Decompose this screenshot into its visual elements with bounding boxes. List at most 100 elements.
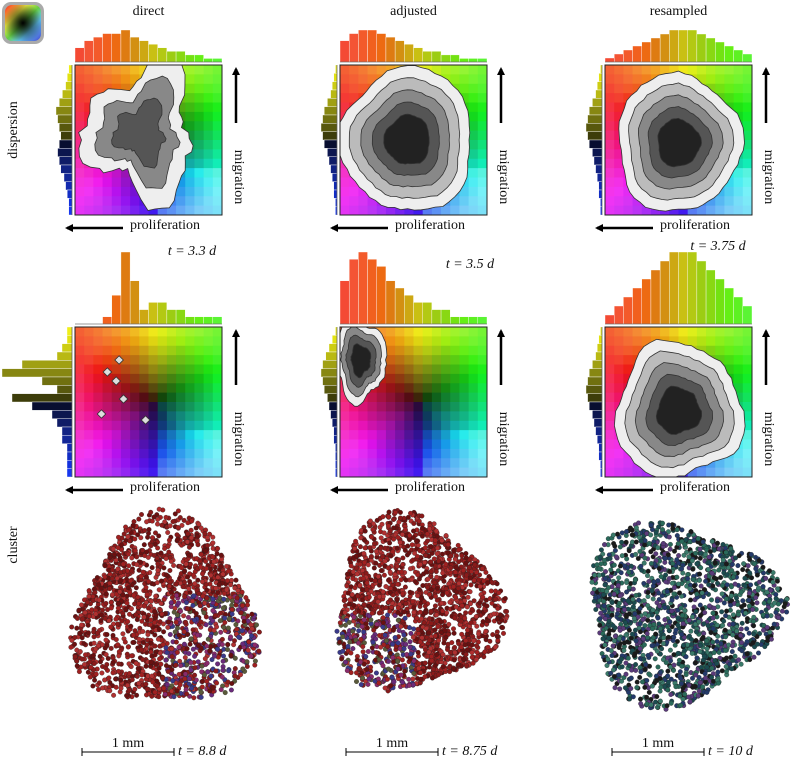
- key-cell: [478, 93, 488, 103]
- key-cell: [605, 121, 615, 131]
- cell: [196, 542, 201, 547]
- key-cell: [395, 355, 405, 365]
- key-cell: [340, 206, 350, 216]
- cell: [215, 647, 220, 652]
- cell: [130, 677, 135, 682]
- cell: [429, 621, 434, 626]
- cell: [439, 601, 444, 606]
- key-cell: [130, 421, 140, 431]
- cell: [197, 522, 202, 527]
- key-cell: [84, 84, 94, 94]
- histogram-bar: [332, 335, 337, 343]
- key-cell: [103, 430, 113, 440]
- key-cell: [213, 178, 223, 188]
- key-cell: [368, 402, 378, 412]
- key-cell: [103, 458, 113, 468]
- key-cell: [340, 421, 350, 431]
- key-cell: [204, 84, 214, 94]
- cell: [98, 654, 103, 659]
- key-cell: [213, 421, 223, 431]
- key-cell: [75, 383, 85, 393]
- key-cell: [112, 327, 122, 337]
- cell: [386, 578, 391, 583]
- cell: [364, 571, 369, 576]
- cell: [463, 611, 468, 616]
- key-cell: [139, 355, 149, 365]
- key-cell: [469, 440, 479, 450]
- cell: [456, 586, 461, 591]
- key-cell: [93, 440, 103, 450]
- key-cell: [185, 458, 195, 468]
- cell: [109, 625, 114, 630]
- key-cell: [450, 327, 460, 337]
- key-cell: [112, 196, 122, 206]
- key-cell: [204, 103, 214, 113]
- column-title: direct: [133, 4, 165, 19]
- key-cell: [149, 402, 159, 412]
- key-cell: [450, 206, 460, 216]
- cell: [188, 642, 193, 647]
- cell: [351, 576, 356, 581]
- cell: [386, 659, 391, 664]
- key-cell: [469, 65, 479, 75]
- cell: [170, 654, 175, 659]
- histogram-bar: [324, 140, 337, 148]
- key-cell: [130, 430, 140, 440]
- key-cell: [93, 458, 103, 468]
- histogram-bar: [103, 34, 112, 62]
- cell: [373, 578, 378, 583]
- key-cell: [469, 140, 479, 150]
- cell: [190, 599, 195, 604]
- key-cell: [204, 178, 214, 188]
- key-cell: [194, 103, 204, 113]
- histogram-bar: [67, 460, 72, 468]
- cell: [187, 676, 192, 681]
- key-cell: [450, 393, 460, 403]
- histogram-bar: [12, 394, 72, 402]
- cell: [444, 562, 449, 567]
- key-cell: [213, 327, 223, 337]
- cell: [404, 578, 409, 583]
- key-cell: [75, 458, 85, 468]
- key-cell: [386, 355, 396, 365]
- cell: [363, 546, 368, 551]
- key-cell: [377, 411, 387, 421]
- key-cell: [75, 393, 85, 403]
- cell: [212, 654, 217, 659]
- key-cell: [121, 440, 131, 450]
- cell: [377, 658, 382, 663]
- cell: [169, 600, 174, 605]
- key-cell: [340, 449, 350, 459]
- key-cell: [432, 449, 442, 459]
- key-cell: [139, 430, 149, 440]
- column-title: adjusted: [390, 4, 437, 19]
- cell: [391, 517, 396, 522]
- histogram-bar: [414, 48, 423, 62]
- key-cell: [478, 112, 488, 122]
- scale-label: 1 mm: [112, 736, 144, 751]
- histogram-bar: [204, 58, 213, 62]
- time-label: t = 3.3 d: [168, 244, 217, 259]
- key-cell: [194, 402, 204, 412]
- cell: [178, 663, 183, 668]
- cell: [435, 551, 440, 556]
- cell: [121, 632, 126, 637]
- key-cell: [404, 374, 414, 384]
- cell: [226, 668, 231, 673]
- histogram-bar: [61, 132, 72, 140]
- cell: [426, 577, 431, 582]
- cell: [144, 575, 149, 580]
- cell: [434, 619, 439, 624]
- cell: [452, 616, 457, 621]
- key-cell: [194, 65, 204, 75]
- key-cell: [432, 374, 442, 384]
- histogram-bar: [423, 51, 432, 62]
- cell: [374, 561, 379, 566]
- cell: [119, 686, 124, 691]
- cell: [94, 672, 99, 677]
- cell: [362, 551, 367, 556]
- cell: [104, 638, 109, 643]
- cell: [185, 540, 190, 545]
- key-cell: [84, 374, 94, 384]
- key-cell: [103, 346, 113, 356]
